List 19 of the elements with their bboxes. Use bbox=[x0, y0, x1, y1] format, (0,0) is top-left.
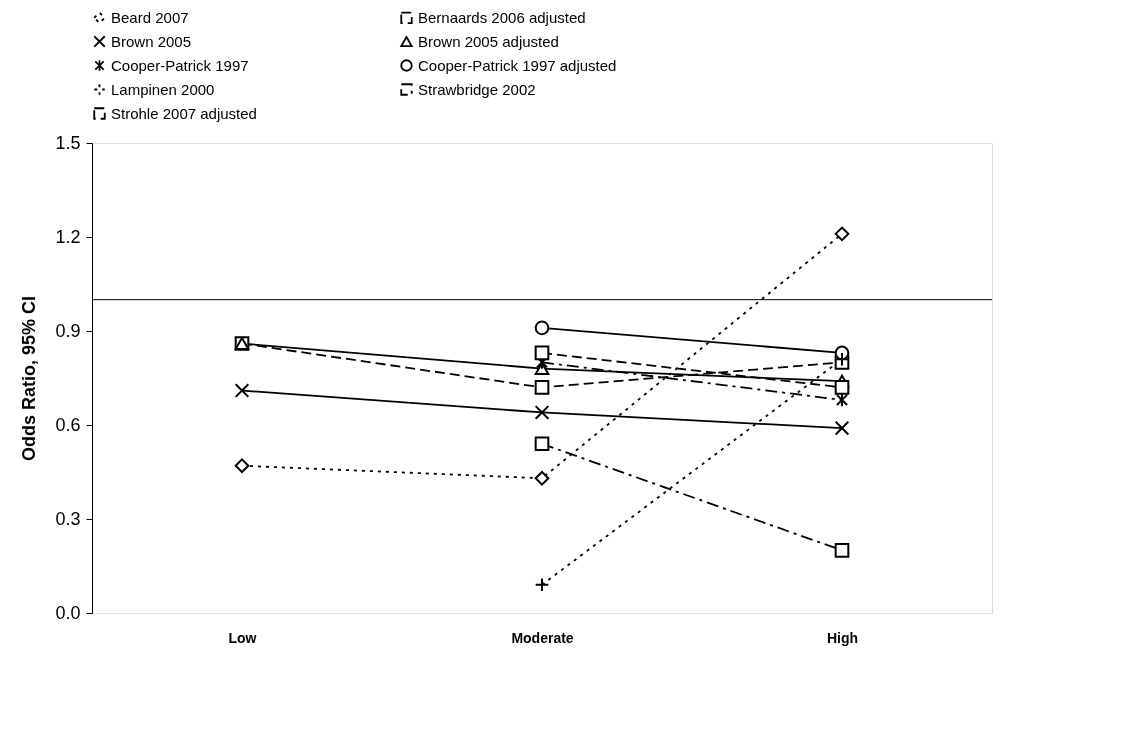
legend-label: Strohle 2007 adjusted bbox=[111, 104, 257, 122]
y-tick-label: 0.3 bbox=[55, 508, 81, 529]
legend-label: Brown 2005 bbox=[111, 32, 192, 50]
y-tick-label: 0.6 bbox=[55, 414, 81, 435]
legend-label: Bernaards 2006 adjusted bbox=[418, 8, 586, 26]
y-tick-label: 1.2 bbox=[55, 226, 81, 247]
y-tick-label: 1.5 bbox=[55, 132, 81, 153]
legend-label: Strawbridge 2002 bbox=[418, 80, 536, 98]
x-tick-label: Low bbox=[228, 629, 257, 646]
y-tick-label: 0.0 bbox=[55, 602, 81, 623]
legend-label: Brown 2005 adjusted bbox=[418, 32, 559, 50]
legend-label: Cooper-Patrick 1997 adjusted bbox=[418, 56, 617, 74]
legend-label: Beard 2007 bbox=[111, 8, 189, 26]
x-tick-label: Moderate bbox=[511, 629, 574, 646]
y-axis-title: Odds Ratio, 95% CI bbox=[19, 295, 40, 462]
y-tick-label: 0.9 bbox=[55, 320, 81, 341]
x-tick-label: High bbox=[826, 629, 859, 646]
legend-label: Lampinen 2000 bbox=[111, 80, 215, 98]
legend-label: Cooper-Patrick 1997 bbox=[111, 56, 249, 74]
